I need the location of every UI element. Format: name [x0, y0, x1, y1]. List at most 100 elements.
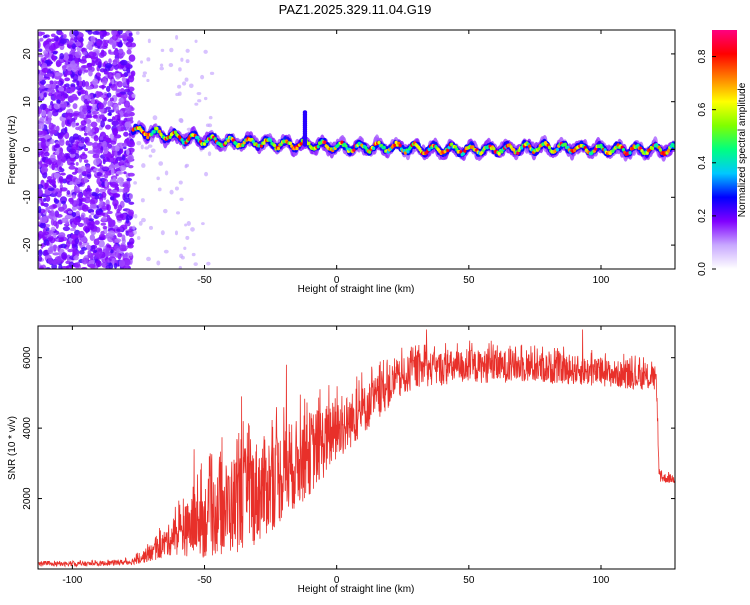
- noise-cell: [60, 91, 65, 95]
- noise-cell: [201, 222, 205, 226]
- noise-cell: [79, 113, 85, 119]
- noise-cell: [107, 100, 113, 107]
- noise-cell: [148, 225, 154, 230]
- noise-cell: [68, 136, 75, 144]
- noise-cell: [78, 142, 85, 147]
- ridge-core-cell: [555, 147, 559, 152]
- noise-cell: [49, 80, 54, 85]
- noise-cell: [126, 177, 132, 182]
- noise-cell: [90, 129, 95, 133]
- noise-cell: [106, 210, 113, 215]
- noise-cell: [74, 186, 80, 192]
- noise-cell: [38, 60, 42, 66]
- noise-cell: [38, 213, 42, 217]
- noise-cell: [184, 77, 189, 82]
- noise-cell: [91, 59, 96, 67]
- noise-cell: [168, 63, 174, 68]
- noise-cell: [59, 52, 65, 60]
- ridge-core-cell: [406, 149, 410, 154]
- colorbar: 0.0 0.2 0.4 0.6 0.8 Normalized spectral ampl…: [697, 30, 748, 276]
- noise-cell: [121, 32, 128, 40]
- noise-cell: [71, 86, 75, 93]
- noise-cell: [164, 170, 169, 176]
- ridge-core-cell: [323, 140, 327, 145]
- noise-cell: [71, 194, 76, 199]
- noise-cell: [156, 260, 161, 266]
- noise-cell: [52, 51, 58, 55]
- noise-cell: [80, 111, 84, 115]
- noise-cell: [111, 78, 115, 85]
- noise-cell: [108, 220, 115, 228]
- noise-cell: [131, 93, 136, 99]
- snr-panel: -100 -50 0 50 100 2000 4000 6000 Height of stra…: [7, 325, 676, 595]
- noise-cell: [110, 140, 117, 145]
- noise-cell: [101, 181, 106, 187]
- noise-cell: [91, 98, 96, 105]
- noise-cell: [121, 154, 126, 161]
- noise-cell: [78, 230, 85, 238]
- noise-cell: [81, 241, 90, 246]
- noise-cell: [47, 118, 52, 124]
- noise-cell: [156, 176, 160, 181]
- noise-cell: [47, 229, 54, 236]
- spectrogram-cells: [38, 30, 675, 269]
- noise-cell: [94, 220, 100, 225]
- ridge-core-cell: [144, 132, 148, 137]
- noise-cell: [108, 58, 112, 64]
- noise-cell: [130, 116, 134, 121]
- noise-cell: [121, 253, 128, 257]
- snr-ytick-label: 4000: [22, 417, 33, 440]
- noise-cell: [107, 72, 114, 80]
- noise-cell: [136, 236, 141, 240]
- noise-cell: [116, 80, 123, 88]
- noise-cell: [84, 188, 92, 193]
- noise-cell: [97, 102, 104, 110]
- noise-cell: [45, 195, 51, 202]
- noise-cell: [81, 171, 89, 175]
- noise-cell: [117, 232, 123, 238]
- noise-cell: [43, 198, 47, 202]
- noise-cell: [38, 31, 43, 37]
- noise-cell: [120, 126, 125, 132]
- noise-cell: [174, 186, 179, 191]
- noise-cell: [169, 189, 174, 195]
- noise-cell: [183, 246, 187, 250]
- ridge-core-cell: [152, 130, 156, 134]
- noise-cell: [116, 247, 120, 254]
- noise-cell: [110, 249, 114, 254]
- noise-cell: [38, 137, 46, 142]
- noise-cell: [157, 187, 162, 192]
- noise-cell: [99, 31, 103, 36]
- ridge-core-cell: [352, 148, 356, 152]
- noise-cell: [175, 35, 179, 40]
- ridge-core-cell: [516, 151, 520, 155]
- noise-cell: [107, 112, 112, 116]
- ridge-core-cell: [382, 145, 386, 150]
- noise-cell: [38, 130, 44, 136]
- noise-cell: [86, 43, 92, 50]
- noise-cell: [92, 145, 100, 153]
- noise-cell: [194, 102, 199, 106]
- noise-cell: [66, 158, 71, 166]
- noise-cell: [55, 72, 60, 77]
- noise-cell: [102, 157, 110, 163]
- noise-cell: [123, 100, 131, 108]
- noise-cell: [48, 122, 55, 130]
- noise-cell: [100, 50, 107, 57]
- noise-cell: [39, 116, 46, 121]
- noise-cell: [127, 243, 134, 249]
- noise-cell: [53, 91, 62, 100]
- noise-cell: [83, 69, 89, 73]
- noise-cell: [106, 204, 111, 212]
- noise-cell: [109, 162, 115, 171]
- noise-cell: [115, 88, 121, 93]
- noise-cell: [51, 82, 57, 90]
- noise-cell: [98, 188, 107, 193]
- snr-ticks: -100 -50 0 50 100 2000 4000 6000: [22, 326, 675, 586]
- noise-cell: [61, 252, 68, 260]
- noise-cell: [102, 166, 109, 171]
- noise-cell: [133, 181, 137, 185]
- noise-cell: [114, 150, 118, 158]
- noise-cell: [177, 84, 182, 89]
